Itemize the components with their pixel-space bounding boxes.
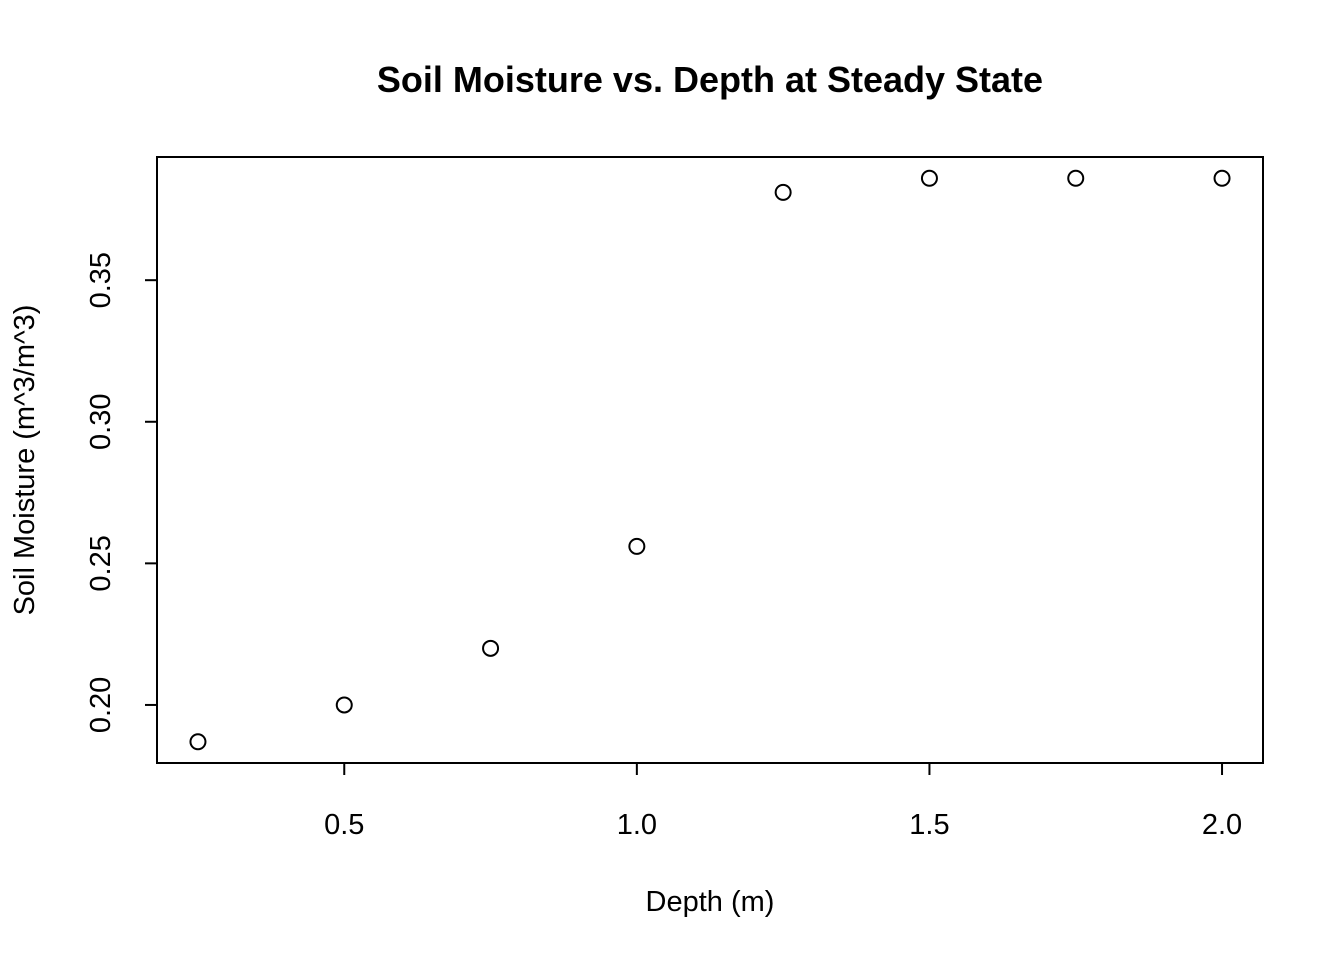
x-tick-label: 1.0 xyxy=(617,809,657,841)
y-tick-label: 0.35 xyxy=(85,252,117,308)
data-point xyxy=(335,696,353,714)
y-axis-label: Soil Moisture (m^3/m^3) xyxy=(9,305,41,616)
data-point xyxy=(189,733,207,751)
y-axis: 0.20 0.25 0.30 0.35 xyxy=(85,252,158,733)
data-point xyxy=(1067,169,1085,187)
x-tick-label: 0.5 xyxy=(324,809,364,841)
x-tick-label: 2.0 xyxy=(1202,809,1242,841)
chart-title: Soil Moisture vs. Depth at Steady State xyxy=(377,59,1043,100)
x-axis-label: Depth (m) xyxy=(646,886,775,918)
data-point xyxy=(628,537,646,555)
y-tick-label: 0.30 xyxy=(85,394,117,450)
y-tick-label: 0.25 xyxy=(85,535,117,591)
data-points xyxy=(189,169,1231,751)
data-point xyxy=(920,169,938,187)
plot-frame xyxy=(156,156,1264,764)
data-point xyxy=(774,183,792,201)
x-axis: 0.5 1.0 1.5 2.0 xyxy=(324,762,1242,841)
data-point xyxy=(482,639,500,657)
x-tick-label: 1.5 xyxy=(909,809,949,841)
data-point xyxy=(1213,169,1231,187)
y-tick-label: 0.20 xyxy=(85,677,117,733)
